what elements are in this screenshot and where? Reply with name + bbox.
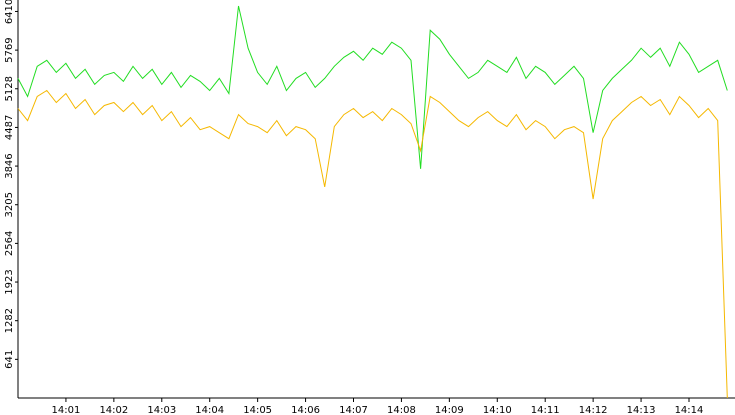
x-tick-label: 14:09 [435, 405, 464, 415]
y-tick-label: 641 [4, 350, 15, 369]
y-tick-label: 1282 [4, 308, 15, 333]
series-line [17, 89, 728, 399]
x-tick-label: 14:14 [675, 405, 704, 415]
x-tick-label: 14:10 [483, 405, 512, 415]
y-tick-label: 1923 [4, 269, 15, 294]
x-tick-label: 14:05 [243, 405, 272, 415]
y-tick-label: 5128 [4, 76, 15, 101]
x-tick-label: 14:04 [195, 405, 224, 415]
x-tick-label: 14:06 [291, 405, 320, 415]
x-tick-label: 14:12 [579, 405, 608, 415]
x-tick-label: 14:02 [99, 405, 128, 415]
x-tick-label: 14:08 [387, 405, 416, 415]
x-tick-label: 14:13 [627, 405, 656, 415]
y-tick-label: 3846 [4, 153, 15, 178]
x-tick-label: 14:07 [339, 405, 368, 415]
y-tick-label: 4487 [4, 115, 15, 140]
x-tick-label: 14:03 [147, 405, 176, 415]
x-tick-label: 14:01 [52, 405, 81, 415]
y-tick-label: 2564 [4, 231, 15, 256]
series-line [17, 5, 728, 169]
y-tick-label: 3205 [4, 192, 15, 217]
y-tick-label: 6410 [4, 0, 15, 24]
y-tick-label: 5769 [4, 37, 15, 62]
x-tick-label: 14:11 [531, 405, 560, 415]
